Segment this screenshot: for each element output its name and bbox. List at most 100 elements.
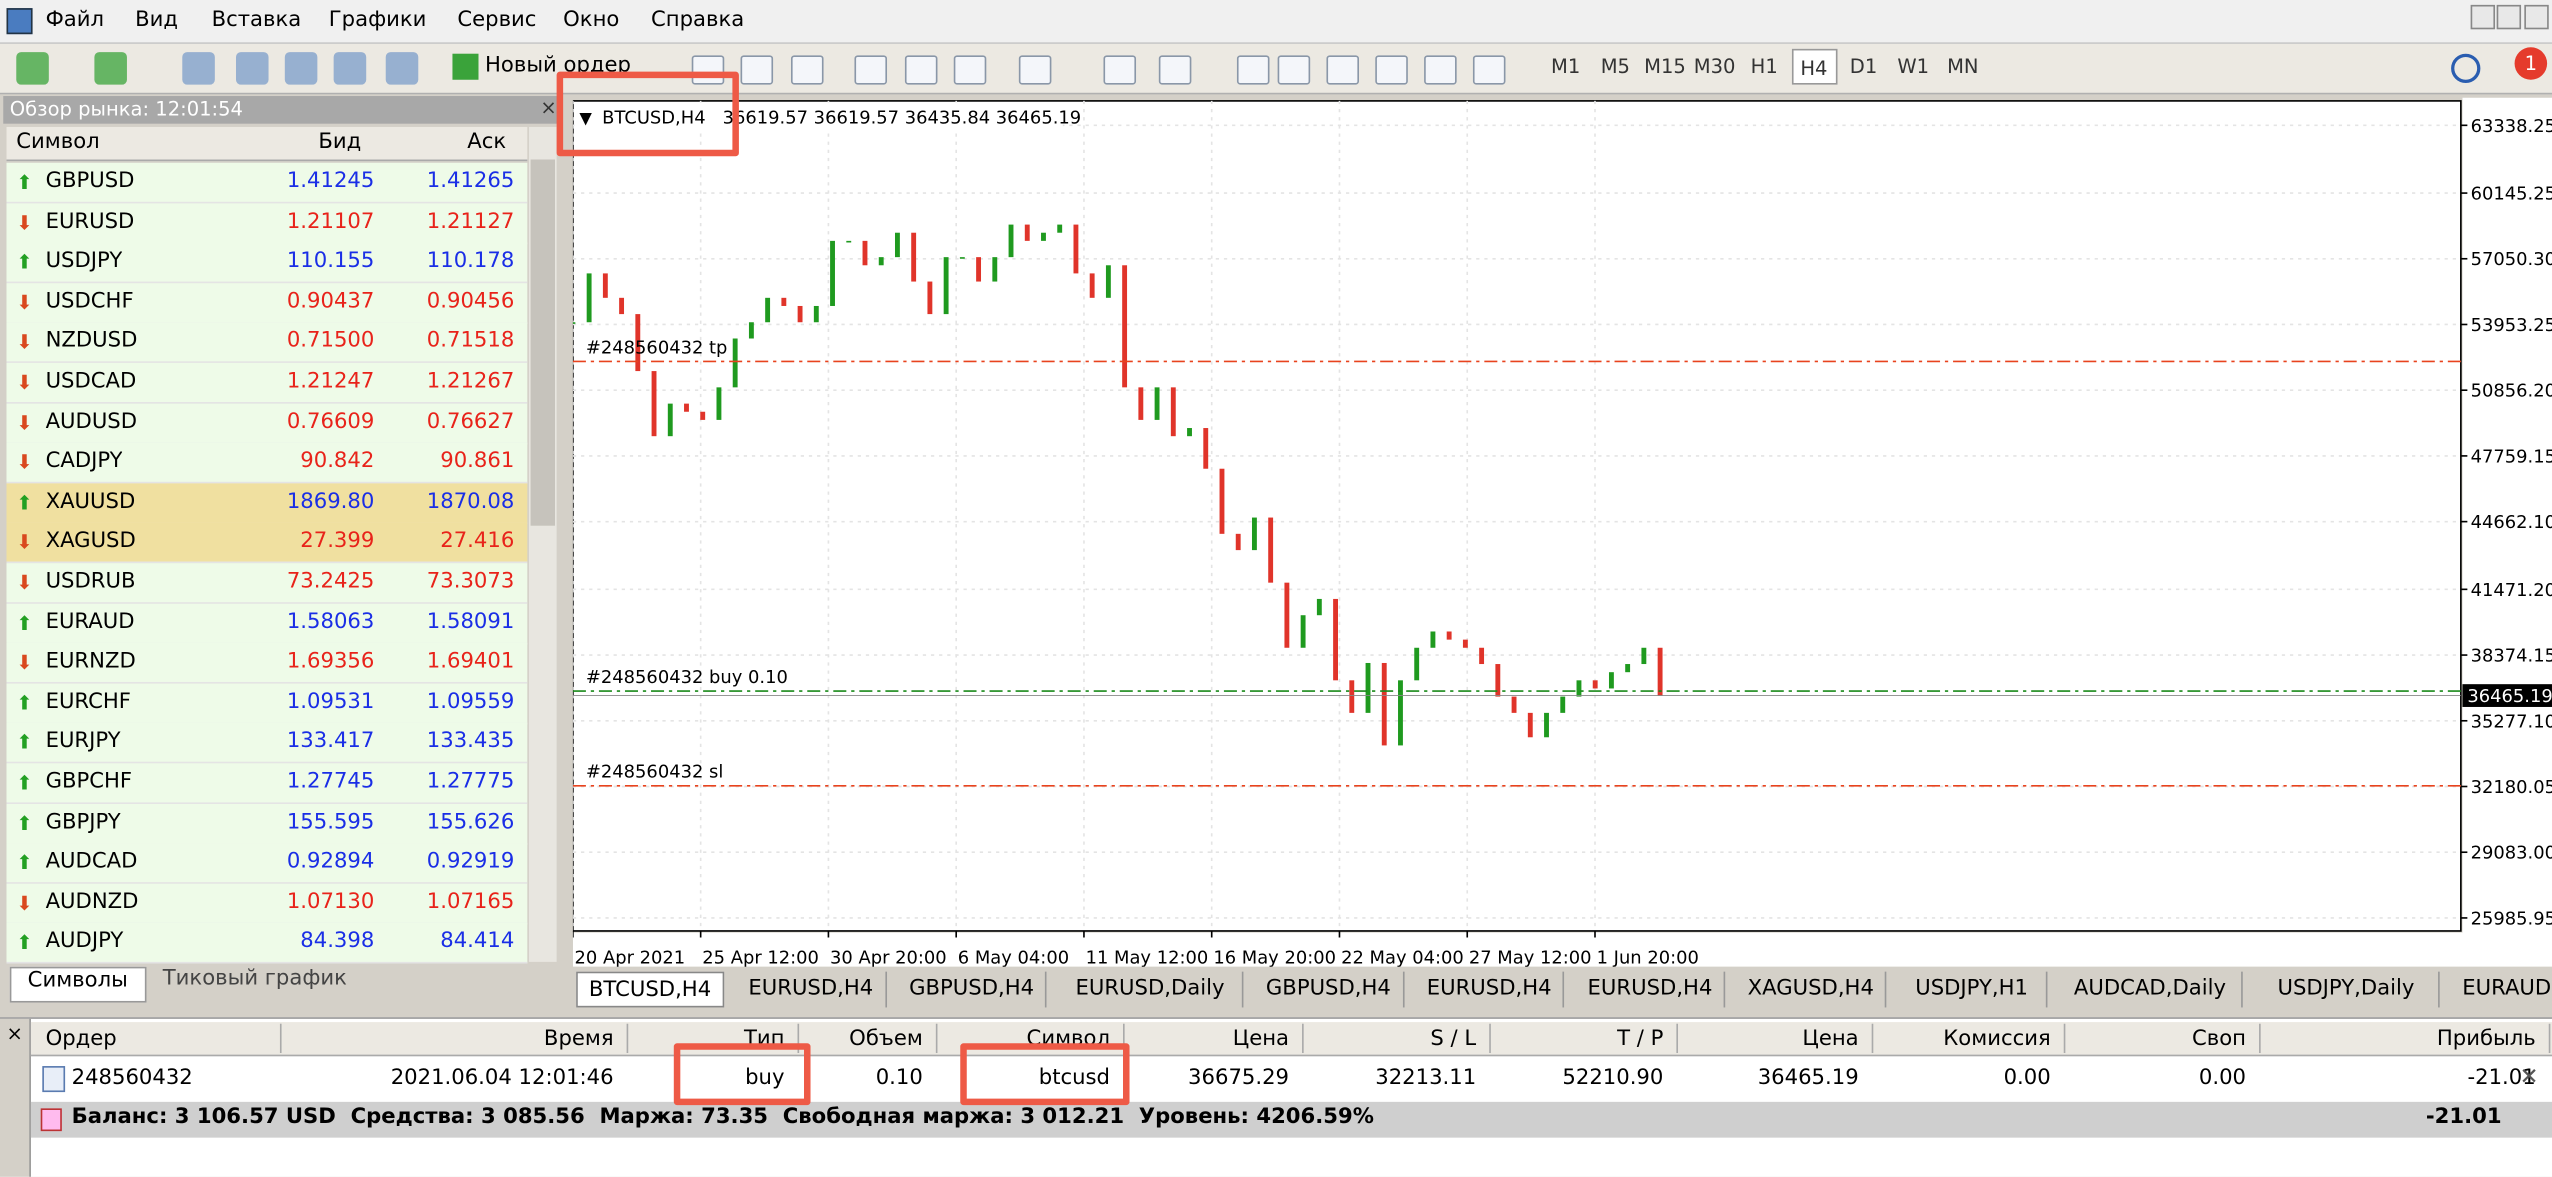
market-row[interactable]: ⬆ EURCHF 1.09531 1.09559 <box>6 683 528 724</box>
market-row[interactable]: ⬆ AUDJPY 84.398 84.414 <box>6 923 528 965</box>
toolbar-icon[interactable] <box>333 52 367 85</box>
toolbar-icon[interactable] <box>904 55 938 85</box>
chart-tab[interactable]: USDJPY,Daily <box>2254 971 2440 1008</box>
column-header[interactable]: Объем <box>849 1026 923 1052</box>
timeframe-button[interactable]: H1 <box>1750 55 1778 79</box>
market-row[interactable]: ⬆ EURJPY 133.417 133.435 <box>6 723 528 764</box>
toolbar-icon[interactable] <box>1424 55 1457 85</box>
toolbar-icon[interactable] <box>284 52 318 85</box>
close-order[interactable]: ✕ <box>2519 1064 2539 1091</box>
menu-item[interactable]: Окно <box>563 8 620 33</box>
column-header[interactable]: Прибыль <box>2436 1026 2536 1052</box>
column-header[interactable]: S / L <box>1430 1026 1477 1052</box>
chart-tab[interactable]: EURAUD <box>2450 972 2552 1008</box>
toolbar-icon[interactable] <box>1158 55 1192 85</box>
chart-tab[interactable]: EURUSD,Daily <box>1059 971 1244 1008</box>
market-row[interactable]: ⬆ AUDCAD 0.92894 0.92919 <box>6 843 528 885</box>
close-button[interactable]: × <box>540 96 557 119</box>
market-row[interactable]: ⬇ EURNZD 1.69356 1.69401 <box>6 643 528 684</box>
toolbar-icon[interactable] <box>1472 55 1506 85</box>
chart-tab[interactable]: BTCUSD,H4 <box>576 971 724 1008</box>
market-row[interactable]: ⬆ EURAUD 1.58063 1.58091 <box>6 603 528 644</box>
toolbar-icon[interactable] <box>953 55 987 85</box>
column-header[interactable]: Своп <box>2191 1026 2247 1052</box>
new-order-icon[interactable] <box>452 53 479 80</box>
menu-item[interactable]: Графики <box>328 8 427 33</box>
toolbar-icon[interactable] <box>1103 55 1137 85</box>
market-row[interactable]: ⬆ GBPCHF 1.27745 1.27775 <box>6 763 528 805</box>
column-divider <box>797 1023 800 1054</box>
toolbar-icon[interactable] <box>790 55 824 85</box>
market-row[interactable]: ⬇ EURUSD 1.21107 1.21127 <box>6 202 528 244</box>
toolbar-icon[interactable] <box>1277 55 1311 85</box>
chart-tab[interactable]: XAGUSD,H4 <box>1737 971 1887 1008</box>
chart-tab[interactable]: USDJPY,H1 <box>1898 971 2048 1008</box>
chart-tab[interactable]: EURUSD,H4 <box>1576 971 1726 1008</box>
menu-item[interactable]: Справка <box>651 8 745 33</box>
toolbar-icon[interactable] <box>854 55 888 85</box>
toolbar-icon[interactable] <box>1375 55 1408 85</box>
chart-tab[interactable]: GBPUSD,H4 <box>898 971 1048 1008</box>
column-header[interactable]: Символ <box>16 130 100 155</box>
market-row[interactable]: ⬆ GBPUSD 1.41245 1.41265 <box>6 162 528 204</box>
panel-tab[interactable]: Символы <box>9 966 146 1003</box>
column-header[interactable]: Аск <box>467 130 507 155</box>
search-icon[interactable] <box>2451 53 2481 84</box>
toolbar-icon[interactable] <box>235 52 269 85</box>
panel-tab[interactable]: Тиковый график <box>162 966 347 992</box>
price-label: 32180.05 <box>2471 777 2552 798</box>
column-header[interactable]: Время <box>543 1026 614 1052</box>
column-header[interactable]: Цена <box>1232 1026 1290 1052</box>
timeframe-button[interactable]: M1 <box>1551 55 1581 79</box>
chart-tab[interactable]: AUDCAD,Daily <box>2059 971 2244 1008</box>
column-header[interactable]: T / P <box>1617 1026 1664 1052</box>
timeframe-button[interactable]: H4 <box>1791 48 1837 85</box>
notification-badge[interactable]: 1 <box>2514 47 2548 80</box>
timeframe-button[interactable]: M15 <box>1644 55 1686 79</box>
market-row[interactable]: ⬆ USDJPY 110.155 110.178 <box>6 242 528 284</box>
window-control[interactable] <box>2496 4 2522 30</box>
menu-item[interactable]: Файл <box>45 8 105 33</box>
market-row[interactable]: ⬆ XAUUSD 1869.80 1870.08 <box>6 483 528 524</box>
timeframe-button[interactable]: M5 <box>1600 55 1630 79</box>
candle <box>1479 647 1485 665</box>
window-control[interactable] <box>2524 4 2549 30</box>
column-header[interactable]: Ордер <box>45 1026 117 1052</box>
toolbar-icon[interactable] <box>1236 55 1270 85</box>
chart-tab[interactable]: EURUSD,H4 <box>737 971 887 1008</box>
timeframe-button[interactable]: W1 <box>1897 55 1930 79</box>
toolbar-icon[interactable] <box>94 52 127 85</box>
market-row[interactable]: ⬇ CADJPY 90.842 90.861 <box>6 442 528 484</box>
market-row[interactable]: ⬇ AUDUSD 0.76609 0.76627 <box>6 402 528 444</box>
close-button[interactable]: × <box>6 1022 23 1045</box>
column-header[interactable]: Бид <box>318 130 362 155</box>
window-control[interactable] <box>2470 4 2496 30</box>
timeframe-button[interactable]: M30 <box>1693 55 1736 79</box>
column-header[interactable]: Цена <box>1802 1026 1859 1052</box>
column-header[interactable]: Комиссия <box>1943 1026 2051 1052</box>
market-row[interactable]: ⬇ XAGUSD 27.399 27.416 <box>6 523 528 564</box>
timeframe-button[interactable]: MN <box>1947 55 1979 79</box>
direction-arrow: ⬆ <box>16 931 33 955</box>
market-row[interactable]: ⬇ NZDUSD 0.71500 0.71518 <box>6 322 528 364</box>
toolbar-icon[interactable] <box>1018 55 1052 85</box>
timeframe-button[interactable]: D1 <box>1849 55 1878 79</box>
toolbar-icon[interactable] <box>740 55 774 85</box>
menu-item[interactable]: Вид <box>135 8 178 33</box>
toolbar-icon[interactable] <box>16 52 49 85</box>
market-row[interactable]: ⬇ USDCHF 0.90437 0.90456 <box>6 282 528 324</box>
market-row[interactable]: ⬇ USDCAD 1.21247 1.21267 <box>6 362 528 404</box>
market-row[interactable]: ⬇ AUDNZD 1.07130 1.07165 <box>6 883 528 925</box>
chart-tab[interactable]: GBPUSD,H4 <box>1255 971 1404 1008</box>
toolbar-icon[interactable] <box>691 55 725 85</box>
market-row[interactable]: ⬇ USDRUB 73.2425 73.3073 <box>6 563 528 604</box>
menu-item[interactable]: Вставка <box>211 8 302 33</box>
toolbar-icon[interactable] <box>385 52 419 85</box>
candle <box>1430 631 1436 648</box>
chart-tab[interactable]: EURUSD,H4 <box>1415 971 1565 1008</box>
scrollbar-thumb[interactable] <box>530 159 555 526</box>
market-row[interactable]: ⬆ GBPJPY 155.595 155.626 <box>6 803 528 845</box>
toolbar-icon[interactable] <box>1326 55 1360 85</box>
toolbar-icon[interactable] <box>182 52 215 85</box>
menu-item[interactable]: Сервис <box>457 8 537 33</box>
